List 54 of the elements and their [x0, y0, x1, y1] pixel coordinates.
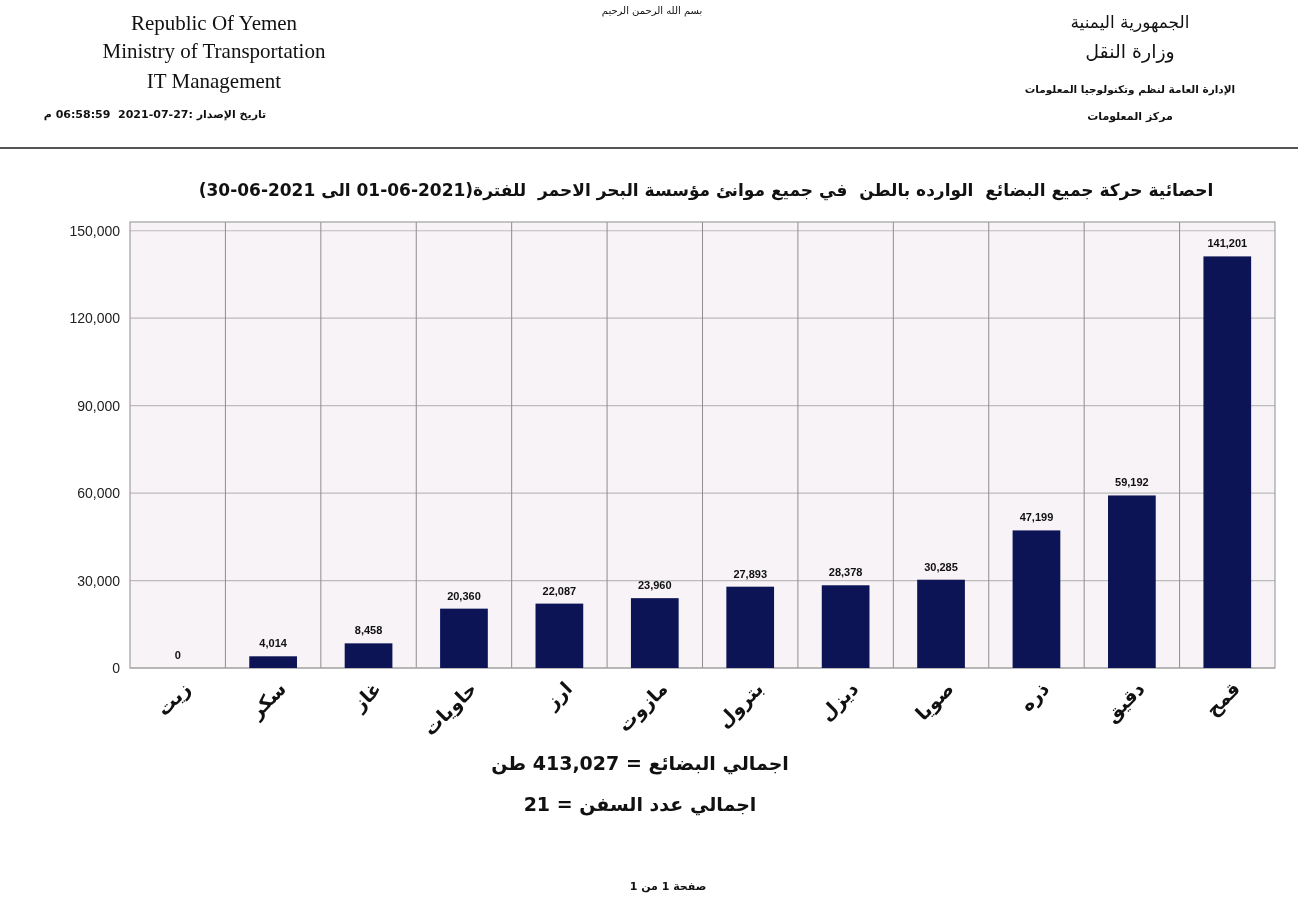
text: اجمالي البضائع = 413,027 طن	[491, 752, 789, 775]
text: Ministry of Transportation	[102, 39, 326, 63]
bar	[1108, 495, 1156, 668]
data-label: 0	[174, 649, 181, 661]
bar	[821, 585, 870, 668]
x-tick-label: ذره	[1015, 677, 1055, 717]
data-label: 141,201	[1207, 237, 1248, 250]
data-label: 8,458	[354, 624, 383, 637]
x-tick-label: ارز	[539, 677, 577, 715]
bar	[344, 643, 393, 668]
x-tick-label: صويا	[910, 677, 959, 726]
text: الإدارة العامة لنظم وتكنولوجيا المعلومات	[1024, 83, 1236, 96]
y-tick-label: 60,000	[77, 485, 121, 502]
bar	[440, 608, 488, 668]
data-label: 20,360	[447, 589, 481, 602]
bar	[630, 598, 679, 668]
text: بسم الله الرحمن الرحيم	[601, 5, 703, 17]
bar	[1203, 256, 1252, 668]
data-label: 59,192	[1115, 476, 1149, 489]
text: Republic Of Yemen	[130, 11, 298, 35]
text: IT Management	[146, 69, 282, 93]
data-label: 47,199	[1019, 511, 1054, 524]
x-tick-label: زيت	[151, 677, 196, 721]
bar	[535, 603, 584, 668]
bar	[249, 656, 297, 668]
x-tick-label: حاويات	[418, 677, 482, 741]
x-tick-label: دقيق	[1099, 677, 1150, 727]
text: وزارة النقل	[1085, 40, 1175, 63]
text: الجمهورية اليمنية	[1070, 12, 1190, 33]
x-tick-label: بترول	[712, 677, 768, 733]
text: تاريخ الإصدار :27-07-2021 06:58:59 م	[43, 108, 267, 121]
y-tick-label: 150,000	[69, 222, 121, 239]
chart-title: احصائية حركة جميع البضائع الوارده بالطن في جميع موانئ مؤسسة البحر الاحمر للفترة(2021-06-01 الى 2021-06-30)	[198, 180, 1214, 201]
y-tick-label: 90,000	[77, 397, 121, 414]
y-tick-label: 30,000	[77, 572, 121, 589]
text: مركز المعلومات	[1087, 110, 1173, 123]
bar	[726, 586, 775, 668]
x-tick-label: ديزل	[814, 677, 864, 726]
data-label: 4,014	[259, 637, 288, 650]
bar	[917, 579, 965, 668]
x-tick-label: مازوت	[613, 677, 673, 737]
data-label: 28,378	[828, 566, 863, 579]
bar	[1012, 530, 1061, 668]
y-tick-label: 0	[112, 660, 121, 676]
text: صفحة 1 من 1	[629, 880, 707, 893]
text: اجمالي عدد السفن = 21	[523, 793, 757, 816]
x-tick-label: سكر	[244, 677, 291, 724]
y-tick-label: 120,000	[69, 310, 121, 327]
data-label: 30,285	[924, 560, 958, 573]
data-label: 27,893	[733, 567, 768, 580]
data-label: 23,960	[637, 579, 672, 592]
data-label: 22,087	[542, 584, 577, 597]
x-tick-label: غاز	[347, 677, 387, 717]
x-tick-label: قمح	[1201, 677, 1245, 722]
